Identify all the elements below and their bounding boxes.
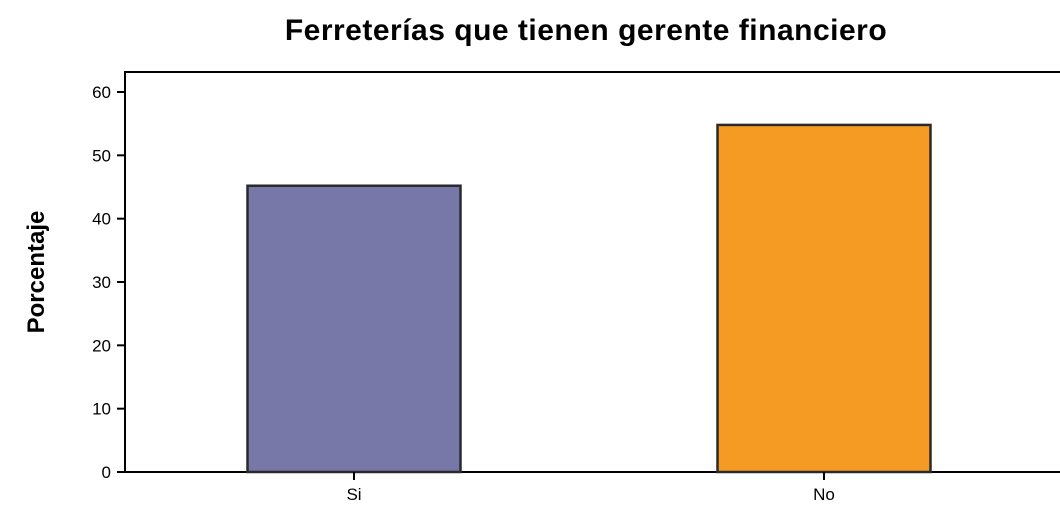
bar-si (246, 184, 462, 474)
bar-no (716, 123, 932, 474)
x-tick-label: No (813, 485, 835, 504)
y-tick-label: 40 (92, 210, 111, 229)
y-tick-label: 20 (92, 336, 111, 355)
y-tick-label: 0 (102, 463, 111, 482)
y-axis-label: Porcentaje (23, 211, 50, 334)
y-tick-label: 50 (92, 146, 111, 165)
y-tick-label: 10 (92, 400, 111, 419)
y-axis-ticks: 0 10 20 30 40 50 60 (92, 83, 125, 482)
x-axis-ticks: Si No (346, 472, 835, 504)
x-tick-label: Si (346, 485, 361, 504)
chart-title: Ferreterías que tienen gerente financier… (285, 14, 887, 47)
bars-group (246, 123, 932, 474)
y-tick-label: 30 (92, 273, 111, 292)
plot-area-frame (124, 71, 1060, 473)
y-tick-label: 60 (92, 83, 111, 102)
